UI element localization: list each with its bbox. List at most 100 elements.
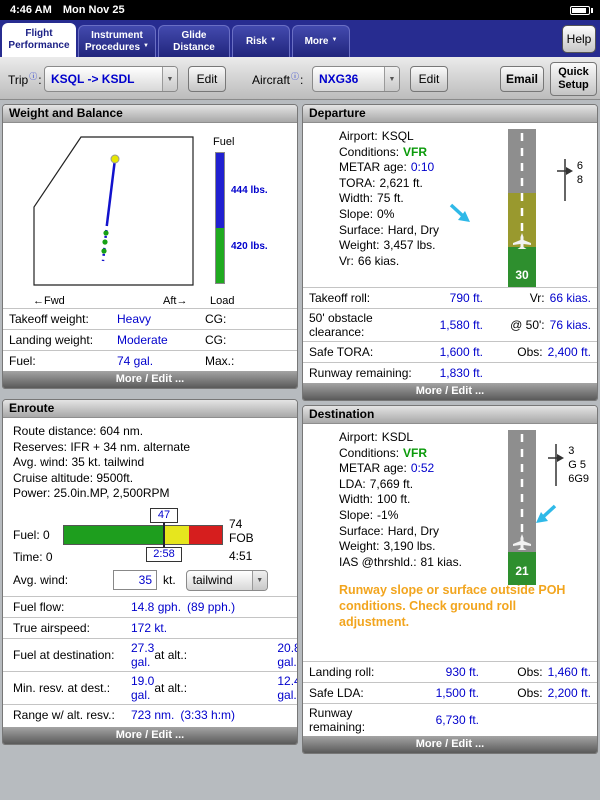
wind-value: 6 [576, 160, 583, 172]
table-row: Runway remaining: 1,830 ft. [303, 362, 597, 383]
chevron-down-icon: ▼ [384, 67, 399, 91]
table-row: Runway remaining: 6,730 ft. [303, 703, 597, 736]
row-value: 14.8 gph. [131, 599, 182, 614]
row-label: Safe LDA: [309, 686, 364, 700]
info-line: Width: 75 ft. [339, 191, 404, 206]
row-label: Fuel flow: [13, 599, 65, 614]
table-row: True airspeed: 172 kt. [3, 616, 297, 638]
chevron-down-icon: ▼ [331, 37, 338, 44]
trip-value: KSQL -> KSDL [51, 72, 135, 86]
tab-more[interactable]: More ▼ [292, 25, 350, 57]
status-left: 4:46 AM Mon Nov 25 [10, 4, 133, 16]
info-line: METAR age: 0:52 [339, 461, 435, 476]
row-label: Fuel: [9, 354, 36, 368]
table-row: Safe TORA: 1,600 ft. Obs: 2,400 ft. [303, 341, 597, 362]
row-value: 1,500 ft. [435, 686, 479, 700]
wind-arrow-icon [556, 159, 573, 201]
enroute-rows: Fuel flow: 14.8 gph. (89 pph.) True airs… [3, 595, 297, 725]
info-line: Cruise altitude: 9500ft. [13, 470, 134, 485]
cg-envelope-chart [33, 136, 194, 286]
row-label: Takeoff weight: [9, 312, 89, 326]
gauge-green-segment [64, 525, 166, 544]
aircraft-edit-button[interactable]: Edit [410, 66, 448, 92]
wind-value: 6G9 [568, 473, 589, 485]
fuel-gauge: Fuel: 0 Time: 0 47 2:58 74 FOB 4:51 [3, 507, 297, 568]
info-line: Conditions: VFR [339, 144, 428, 159]
info-line: Airport: KSDL [339, 430, 414, 444]
trip-edit-button[interactable]: Edit [188, 66, 226, 92]
info-icon[interactable]: ⓘ [291, 72, 300, 81]
aircraft-value: NXG36 [319, 72, 359, 86]
gauge-fuel-capacity: 74 [229, 516, 243, 531]
tab-label: Instrument Procedures [85, 29, 143, 53]
table-row: Fuel flow: 14.8 gph. (89 pph.) [3, 595, 297, 617]
gauge-red-segment [188, 525, 222, 544]
enroute-more-edit-button[interactable]: More / Edit ... [3, 727, 297, 744]
info-line: LDA: 7,669 ft. [339, 476, 414, 491]
weight-balance-header: Weight and Balance [3, 105, 297, 123]
info-line: Width: 100 ft. [339, 492, 411, 507]
gauge-marker-line [163, 520, 165, 549]
info-line: IAS @thrshld.: 81 kias. [339, 554, 462, 569]
aircraft-label: Aircraftⓘ: [252, 72, 304, 87]
enroute-body: Route distance: 604 nm. Reserves: IFR + 3… [3, 418, 297, 727]
weight-balance-more-edit-button[interactable]: More / Edit ... [3, 371, 297, 388]
wind-values: 3 G 5 6G9 [568, 444, 589, 486]
gauge-time-marker: 2:58 [146, 546, 182, 562]
avg-wind-label: Avg. wind: [13, 573, 69, 588]
status-right [570, 5, 593, 15]
departure-info: Airport: KSQL Conditions: VFR METAR age: 0:… [303, 123, 597, 269]
row-label: True airspeed: [13, 620, 90, 635]
table-row: Takeoff weight: Heavy CG:Forward [3, 308, 362, 329]
wind-speed-input[interactable] [113, 570, 157, 591]
row-pair2: Obs: 1,460 ft. [517, 665, 591, 679]
departure-more-edit-button[interactable]: More / Edit ... [303, 383, 597, 400]
departure-panel: Departure Airport: KSQL Conditions: VFR ME… [302, 104, 598, 401]
wind-direction-select[interactable]: tailwind ▼ [185, 569, 268, 591]
row-label: 50' obstacle clearance: [309, 311, 373, 339]
row-extra: (89 pph.) [187, 599, 236, 614]
info-line: Vr: 66 kias. [339, 253, 400, 268]
status-bar: 4:46 AM Mon Nov 25 [0, 0, 600, 20]
tab-risk[interactable]: Risk ▼ [232, 25, 290, 57]
help-button[interactable]: Help [562, 25, 596, 53]
info-line: Slope: 0% [339, 206, 395, 221]
row-value: 172 kt. [131, 620, 168, 635]
table-row: Fuel: 74 gal. Max.:74 gal. [3, 350, 354, 371]
aft-axis-label: Aft→ [163, 295, 188, 307]
quick-setup-button[interactable]: Quick Setup [550, 62, 597, 96]
wind-value: 8 [576, 174, 583, 186]
status-time: 4:46 AM [10, 4, 52, 16]
approach-arrow-icon [449, 203, 470, 222]
approach-arrow-icon [536, 504, 557, 523]
tab-instrument-procedures[interactable]: Instrument Procedures ▼ [78, 25, 156, 57]
info-line: TORA: 2,621 ft. [339, 175, 423, 190]
tab-flight-performance[interactable]: Flight Performance [2, 23, 76, 57]
email-button[interactable]: Email [500, 66, 544, 92]
aircraft-select[interactable]: NXG36 ▼ [312, 66, 400, 92]
trip-select[interactable]: KSQL -> KSDL ▼ [44, 66, 178, 92]
info-line: Surface: Hard, Dry [339, 222, 440, 237]
weight-balance-panel: Weight and Balance ←Fwd Aft→ Fuel 444 lb… [2, 104, 362, 389]
row-value: Heavy [117, 312, 152, 326]
info-line: Slope: -1% [339, 507, 399, 522]
fuel-upper-value: 444 lbs. [231, 185, 268, 196]
info-line: Airport: KSQL [339, 129, 414, 143]
enroute-panel: Enroute Route distance: 604 nm. Reserves:… [2, 399, 298, 745]
fuel-bar-green-segment [216, 228, 224, 283]
weight-balance-rows: Takeoff weight: Heavy CG:Forward Landing… [3, 308, 362, 371]
destination-more-edit-button[interactable]: More / Edit ... [303, 736, 597, 753]
info-line: Surface: Hard, Dry [339, 523, 440, 538]
fuel-bar [215, 152, 225, 284]
row-pair2: @ 50': 76 kias. [510, 318, 591, 332]
info-icon[interactable]: ⓘ [29, 72, 38, 81]
tab-glide-distance[interactable]: Glide Distance [158, 25, 230, 57]
info-line: Reserves: IFR + 34 nm. alternate [13, 439, 191, 454]
row-value: 723 nm. [131, 707, 175, 722]
tab-label: Flight Performance [8, 28, 70, 51]
row-value: 790 ft. [449, 291, 483, 305]
table-row: 50' obstacle clearance: 1,580 ft. @ 50':… [303, 308, 597, 341]
row-label: Fuel at destination: [13, 647, 115, 662]
row-value: 1,580 ft. [439, 318, 483, 332]
